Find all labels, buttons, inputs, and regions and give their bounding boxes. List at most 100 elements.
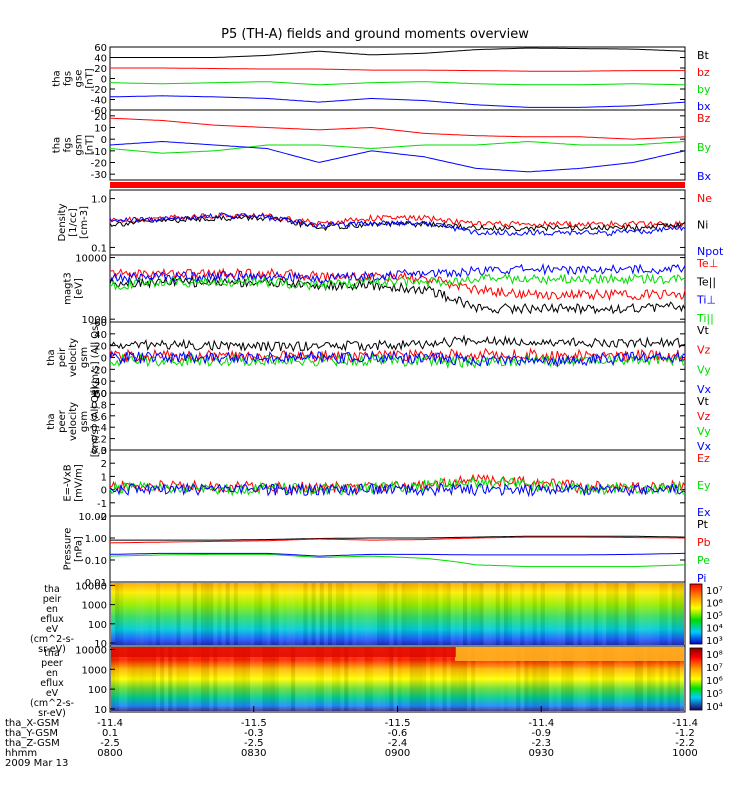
y-tick-label: 40 [94, 54, 107, 65]
legend-item-Npot: Npot [697, 245, 724, 258]
spectrogram-texture [307, 583, 312, 645]
colorbar-tick-label: 10³ [706, 636, 723, 647]
spectrogram-texture [446, 583, 451, 645]
spectrogram-texture [168, 647, 173, 711]
spectrogram-texture [254, 583, 258, 645]
spectrogram-texture [340, 583, 345, 645]
spectrogram-texture [266, 583, 271, 645]
y-axis-label-density: Density [1/cc] [cm-3] [57, 203, 90, 241]
spectrogram-texture [201, 647, 206, 711]
spectrogram-texture [278, 647, 283, 711]
legend-item-Ez: Ez [697, 452, 710, 465]
y-axis-label-line: [nT] [85, 135, 96, 155]
spectrogram-texture [454, 583, 459, 645]
spectrogram-texture [274, 647, 279, 711]
spectrogram-texture [151, 647, 157, 711]
spectrogram-texture [651, 647, 656, 711]
colorbar-peer_spectrogram [689, 647, 703, 711]
y-axis-label-line: gsm [79, 347, 90, 368]
spectrogram-texture [360, 583, 365, 645]
spectrogram-texture [266, 647, 271, 711]
spectrogram-texture [176, 583, 181, 645]
spectrogram-texture [512, 583, 517, 645]
panel-frame-peer_velocity [109, 392, 686, 451]
spectrogram-texture [544, 647, 549, 711]
spectrogram-texture [372, 647, 378, 711]
spectrogram-texture [143, 583, 148, 645]
spectrogram-texture [614, 583, 619, 645]
spectrogram-texture [499, 647, 504, 711]
y-tick-label: -20 [91, 159, 107, 170]
y-tick-label: -40 [91, 377, 107, 388]
spectrogram-texture [254, 647, 259, 711]
spectrogram-texture [446, 647, 451, 711]
spectrogram-texture [168, 583, 173, 645]
spectrogram-texture [115, 647, 120, 711]
spectrogram-texture [467, 647, 472, 711]
spectrogram-texture [679, 583, 684, 645]
colorbar-tick-label: 10⁵ [706, 611, 723, 622]
spectrogram-texture [160, 647, 165, 711]
spectrogram-texture [397, 583, 402, 645]
spectrogram-texture [139, 647, 144, 711]
y-tick-label: 10 [94, 639, 107, 650]
spectrogram-texture [626, 583, 631, 645]
y-axis-label-line: sr-eV) [38, 644, 66, 655]
series-line-fgs_gsm-Bz [110, 117, 686, 140]
spectrogram-texture [299, 583, 304, 645]
y-axis-label-line: [eV] [74, 278, 85, 299]
y-tick-label: 20 [94, 64, 107, 75]
y-axis-label-line: [1/cc] [68, 208, 79, 237]
spectrogram-texture [479, 647, 484, 711]
spectrogram-texture [647, 583, 652, 645]
y-tick-label: 1000 [82, 665, 107, 676]
spectrogram-texture [610, 647, 615, 711]
x-tick-label: -11.4 [97, 718, 123, 729]
legend-item-Bx: Bx [697, 170, 712, 183]
spectrogram-texture [491, 583, 496, 645]
data-quality-bar [110, 182, 685, 188]
spectrogram-texture [565, 583, 570, 645]
spectrogram-texture [303, 647, 308, 711]
series-line-density-Ni [109, 214, 686, 232]
y-axis-label-line: velocity [68, 402, 79, 441]
spectrogram-texture [569, 583, 574, 645]
spectrogram-texture [172, 583, 177, 645]
series-line-fgs_gsm-Bx [109, 140, 686, 173]
legend-item-Ey: Ey [697, 479, 711, 492]
colorbar-tick-label: 10⁷ [706, 663, 723, 674]
legend-item-Vz: Vz [697, 410, 711, 423]
y-axis-label-line: velocity [68, 338, 79, 377]
spectrogram-texture [282, 583, 287, 645]
y-axis-label-line: peer [57, 409, 68, 433]
legend-item-Ni: Ni [697, 219, 708, 232]
x-tick-label: 0930 [529, 748, 554, 759]
spectrogram-texture [471, 647, 476, 711]
series-line-peir_velocity-Vz [109, 347, 686, 364]
spectrogram-texture [209, 647, 214, 711]
spectrogram-feature [111, 647, 456, 657]
spectrogram-texture [495, 583, 500, 645]
spectrogram-texture [348, 647, 353, 711]
y-axis-label-line: tha [46, 349, 57, 365]
spectrogram-texture [499, 583, 504, 645]
y-tick-label: 1.0 [91, 389, 107, 400]
legend-item-Bt: Bt [697, 49, 710, 62]
y-axis-label-peer_velocity: tha peer velocity gsm [km/s] (All Qs) [46, 386, 101, 458]
y-tick-label: 0.2 [91, 435, 107, 446]
legend-item-Vx: Vx [697, 440, 712, 453]
x-axis-row-label: tha_Y-GSM [5, 728, 58, 739]
spectrogram-texture [344, 583, 349, 645]
spectrogram-texture [426, 583, 431, 645]
y-tick-label: 1000 [82, 601, 107, 612]
spectrogram-texture [475, 583, 480, 645]
y-axis-label-line: tha [44, 584, 60, 595]
spectrogram-texture [528, 583, 533, 645]
spectrogram-texture [336, 583, 341, 645]
spectrogram-texture [381, 583, 386, 645]
spectrogram-texture [319, 583, 324, 645]
spectrogram-texture [450, 647, 455, 711]
spectrogram-texture [405, 583, 410, 645]
y-tick-label: 0.1 [91, 243, 107, 254]
